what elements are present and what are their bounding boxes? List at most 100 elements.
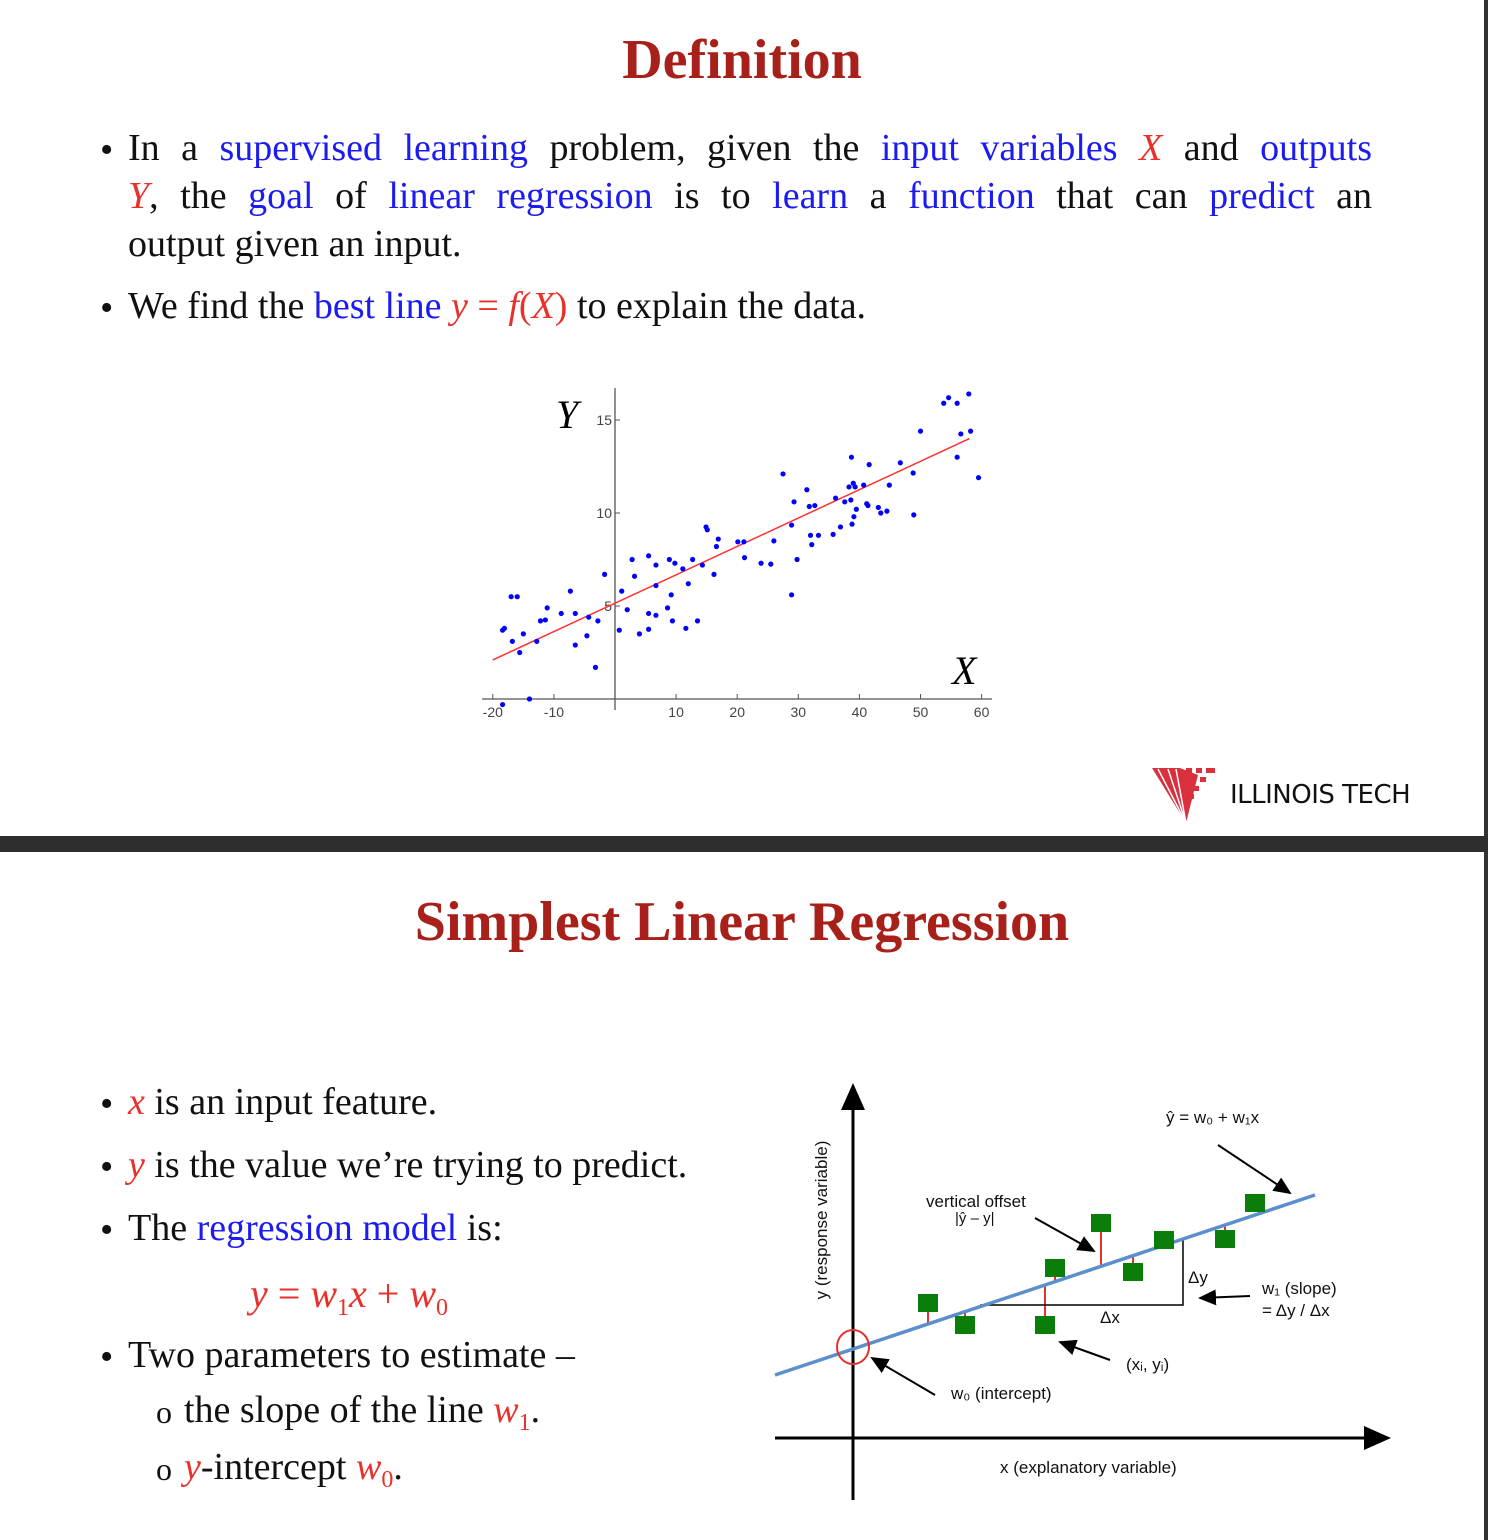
data-point [852, 484, 858, 490]
math-symbol: y [184, 1446, 201, 1488]
data-point [807, 532, 814, 538]
data-point [713, 543, 720, 550]
bullet2-text: We find the best line y = f(X) to explai… [128, 284, 1372, 328]
text-segment: the slope of the line [184, 1389, 494, 1431]
data-point [653, 562, 659, 568]
highlight-term: outputs [1260, 127, 1372, 169]
math-symbol: w [310, 1271, 338, 1316]
sub-bullet-symbol: o [156, 1394, 172, 1430]
x-tick-label: -10 [544, 704, 564, 720]
window-edge [1484, 0, 1488, 1540]
data-point [832, 495, 839, 501]
math-symbol: y [250, 1271, 268, 1316]
data-point [680, 566, 686, 572]
highlight-term: function [908, 175, 1035, 217]
text-segment: . [530, 1389, 541, 1431]
data-point [558, 610, 564, 617]
data-point [514, 594, 520, 600]
slide-title: Simplest Linear Regression [414, 891, 1070, 953]
y-tick-label: 15 [596, 412, 612, 428]
data-point [791, 499, 797, 505]
math-symbol: = [267, 1271, 311, 1316]
math-symbol: w [355, 1446, 382, 1488]
data-point [866, 462, 872, 468]
data-point [848, 497, 854, 503]
y-axis-label: Y [556, 392, 582, 437]
data-point [666, 556, 672, 563]
math-symbol: y [441, 285, 468, 327]
point-label: (xᵢ, yᵢ) [1126, 1355, 1170, 1374]
data-point [572, 610, 578, 617]
data-point [689, 556, 696, 563]
data-point [878, 510, 884, 516]
data-point [694, 618, 701, 624]
data-point [809, 542, 815, 548]
text-segment: to explain the data. [567, 285, 867, 327]
text-segment: is to [652, 175, 773, 217]
text-segment: Two parameters to estimate – [128, 1334, 575, 1376]
x-tick-label: 20 [729, 704, 745, 720]
bullet1-line3: output given an input. [128, 222, 1372, 266]
data-point [946, 395, 952, 401]
text-segment: We find the [128, 285, 314, 327]
highlight-term: regression model [196, 1207, 458, 1249]
data-point [837, 524, 844, 530]
data-point [758, 560, 764, 566]
data-point [501, 625, 508, 631]
data-point [534, 638, 540, 644]
data-point [804, 487, 810, 493]
data-point [788, 522, 795, 528]
data-point [704, 527, 710, 533]
data-point [954, 454, 960, 460]
text-segment: . [393, 1446, 403, 1488]
data-point [886, 482, 892, 488]
text-segment: of [313, 175, 389, 217]
highlight-term: predict [1209, 175, 1315, 217]
y-tick-label: 10 [596, 505, 612, 521]
text-segment: -intercept [200, 1446, 356, 1488]
data-point [958, 431, 964, 437]
data-point [768, 561, 774, 567]
data-point [941, 400, 947, 406]
data-point [741, 555, 748, 561]
data-point [567, 588, 573, 594]
slope-formula: = Δy / Δx [1262, 1301, 1330, 1320]
data-point [897, 460, 903, 466]
bullet-symbol: • [100, 287, 114, 329]
math-symbol: ( [518, 285, 532, 327]
text-segment: , the [149, 175, 249, 217]
math-symbol: f [508, 285, 519, 327]
text-segment: is the value we’re trying to predict. [144, 1144, 688, 1186]
bullet1-line1: In a supervised learning problem, given … [128, 126, 1372, 170]
data-point [699, 562, 705, 568]
data-point [735, 539, 741, 545]
math-symbol: 1 [518, 1410, 531, 1436]
bullet-symbol: • [100, 1209, 114, 1251]
sub-bullet-intercept: y-intercept w0. [184, 1445, 1428, 1494]
data-point [508, 594, 514, 600]
math-symbol: ) [554, 285, 568, 327]
data-point [537, 618, 544, 624]
data-point [685, 581, 691, 587]
data-point [851, 514, 857, 520]
bullet-model: The regression model is: [128, 1206, 1372, 1250]
x-tick-label: -20 [483, 704, 503, 720]
data-point [884, 508, 890, 514]
data-point [865, 502, 871, 509]
data-point [812, 502, 818, 509]
data-point [520, 631, 526, 637]
slide-separator [0, 836, 1488, 852]
x-tick-label: 40 [852, 704, 868, 720]
data-point [631, 573, 638, 579]
x-tick-label: 10 [668, 704, 684, 720]
math-symbol: + [366, 1271, 410, 1316]
data-point [917, 428, 924, 434]
x-tick-label: 50 [913, 704, 929, 720]
data-point [586, 614, 592, 620]
data-point [788, 592, 795, 598]
scatter-chart: -20-1010203040506051015YX [482, 388, 992, 720]
data-point [672, 560, 678, 566]
text-segment: problem, given the [527, 127, 881, 169]
data-point [572, 642, 578, 648]
bullet-symbol: • [100, 129, 114, 171]
